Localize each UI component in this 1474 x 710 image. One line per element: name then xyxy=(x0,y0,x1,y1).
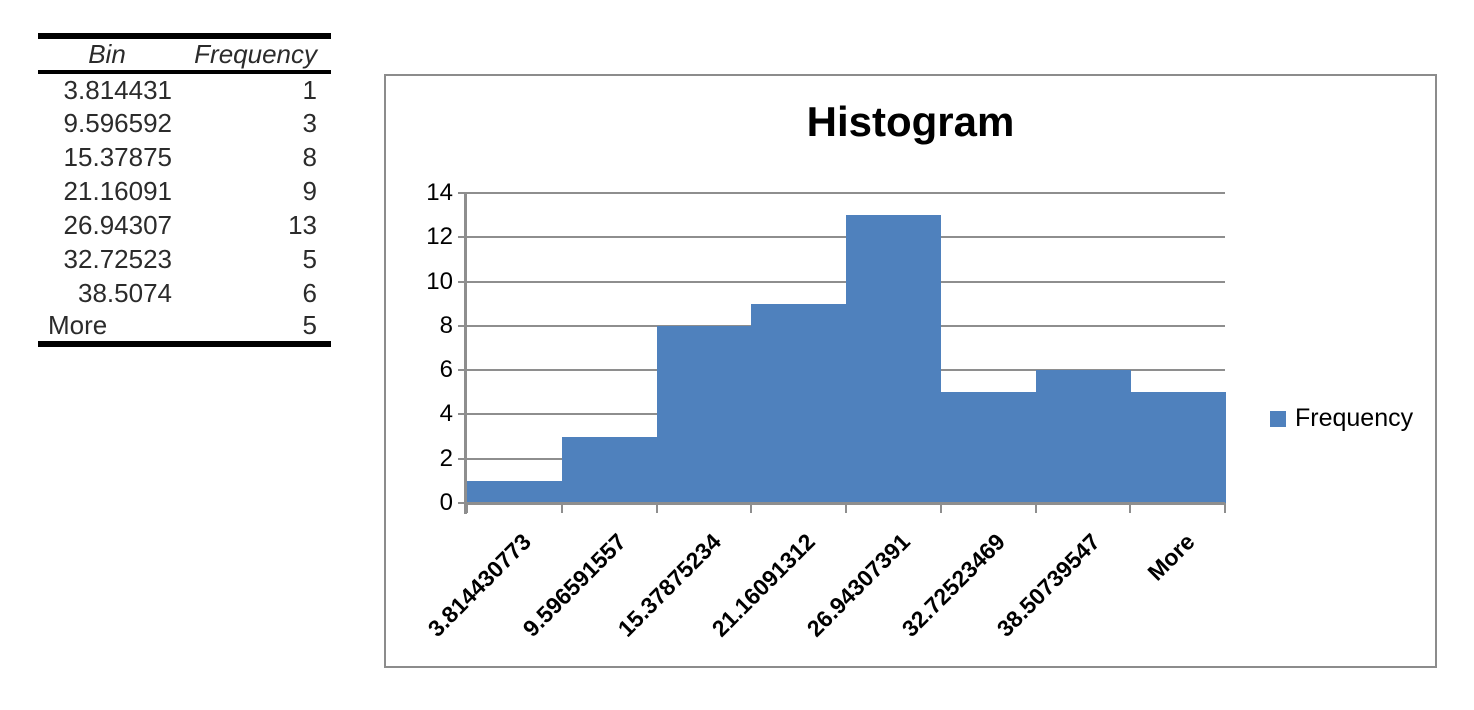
table-row: 21.16091 9 xyxy=(38,174,331,208)
gridline xyxy=(467,192,1225,194)
y-axis-line xyxy=(464,193,467,514)
table-row: 15.37875 8 xyxy=(38,140,331,174)
bin-cell[interactable]: 32.72523 xyxy=(63,243,172,274)
bar[interactable] xyxy=(1035,370,1131,503)
y-axis-tick xyxy=(458,457,467,460)
x-axis-tick xyxy=(1034,503,1037,513)
bin-cell[interactable]: 15.37875 xyxy=(63,141,172,172)
bin-frequency-table: Bin Frequency 3.814431 1 9.596592 3 15.37875… xyxy=(38,33,331,347)
bin-cell[interactable]: 26.94307 xyxy=(63,209,172,240)
x-axis-tick xyxy=(939,503,942,513)
y-axis-tick xyxy=(458,236,467,239)
frequency-cell[interactable]: 8 xyxy=(302,141,317,172)
x-axis-tick xyxy=(560,503,563,513)
legend-label: Frequency xyxy=(1295,404,1414,432)
bin-cell[interactable]: More xyxy=(48,310,108,340)
y-axis-label: 2 xyxy=(439,444,453,472)
frequency-cell[interactable]: 6 xyxy=(302,277,317,308)
table-row: 9.596592 3 xyxy=(38,106,331,140)
bar[interactable] xyxy=(846,215,942,503)
bin-cell[interactable]: 3.814431 xyxy=(63,74,172,105)
y-axis-tick xyxy=(458,324,467,327)
bin-cell[interactable]: 38.5074 xyxy=(78,277,172,308)
table-row: More 5 xyxy=(38,310,331,344)
y-axis-tick xyxy=(458,192,467,194)
histogram-chart[interactable]: Histogram 0 2 4 6 8 10 12 14 3.814430773 9.596591… xyxy=(384,74,1437,668)
y-axis-label: 14 xyxy=(426,179,453,206)
y-axis-label: 4 xyxy=(439,400,453,428)
y-axis-tick xyxy=(458,413,467,416)
bar[interactable] xyxy=(751,303,847,503)
legend: Frequency xyxy=(1270,406,1413,431)
y-axis-label: 0 xyxy=(439,489,453,516)
x-axis-tick xyxy=(750,503,753,513)
bar[interactable] xyxy=(940,392,1036,503)
frequency-cell[interactable]: 9 xyxy=(302,175,317,206)
chart-title: Histogram xyxy=(806,98,1015,145)
x-axis-tick xyxy=(466,503,468,513)
bar[interactable] xyxy=(561,436,657,503)
y-axis-tick xyxy=(458,280,467,283)
y-axis-tick xyxy=(458,502,467,504)
table-header-row: Bin Frequency xyxy=(38,36,331,74)
x-axis-label: More xyxy=(1142,528,1200,586)
y-axis-label: 12 xyxy=(426,223,453,251)
frequency-cell[interactable]: 1 xyxy=(302,74,317,105)
y-axis-tick xyxy=(458,369,467,372)
y-axis-label: 6 xyxy=(439,356,453,384)
table-row: 26.94307 13 xyxy=(38,208,331,242)
bar[interactable] xyxy=(467,480,563,503)
frequency-cell[interactable]: 3 xyxy=(302,107,317,138)
frequency-column-header: Frequency xyxy=(176,36,331,74)
bar[interactable] xyxy=(1130,392,1226,503)
plot-area: 0 2 4 6 8 10 12 14 3.814430773 9.596591557 15.3787… xyxy=(386,76,1435,666)
x-axis-tick xyxy=(655,503,658,513)
table-row: 3.814431 1 xyxy=(38,72,331,106)
table-row: 32.72523 5 xyxy=(38,242,331,276)
x-axis-tick xyxy=(1129,503,1132,513)
y-axis-label: 8 xyxy=(439,311,453,339)
legend-swatch-icon xyxy=(1270,410,1286,427)
bin-column-header: Bin xyxy=(38,36,176,74)
bin-cell[interactable]: 21.16091 xyxy=(63,175,172,206)
bin-cell[interactable]: 9.596592 xyxy=(63,107,172,138)
frequency-cell[interactable]: 5 xyxy=(302,310,317,340)
x-axis-tick xyxy=(845,503,847,513)
y-axis-label: 10 xyxy=(426,267,453,295)
frequency-cell[interactable]: 13 xyxy=(288,209,317,240)
bar[interactable] xyxy=(656,325,752,503)
frequency-cell[interactable]: 5 xyxy=(302,243,317,274)
x-axis-tick xyxy=(1224,503,1226,513)
table-row: 38.5074 6 xyxy=(38,276,331,310)
